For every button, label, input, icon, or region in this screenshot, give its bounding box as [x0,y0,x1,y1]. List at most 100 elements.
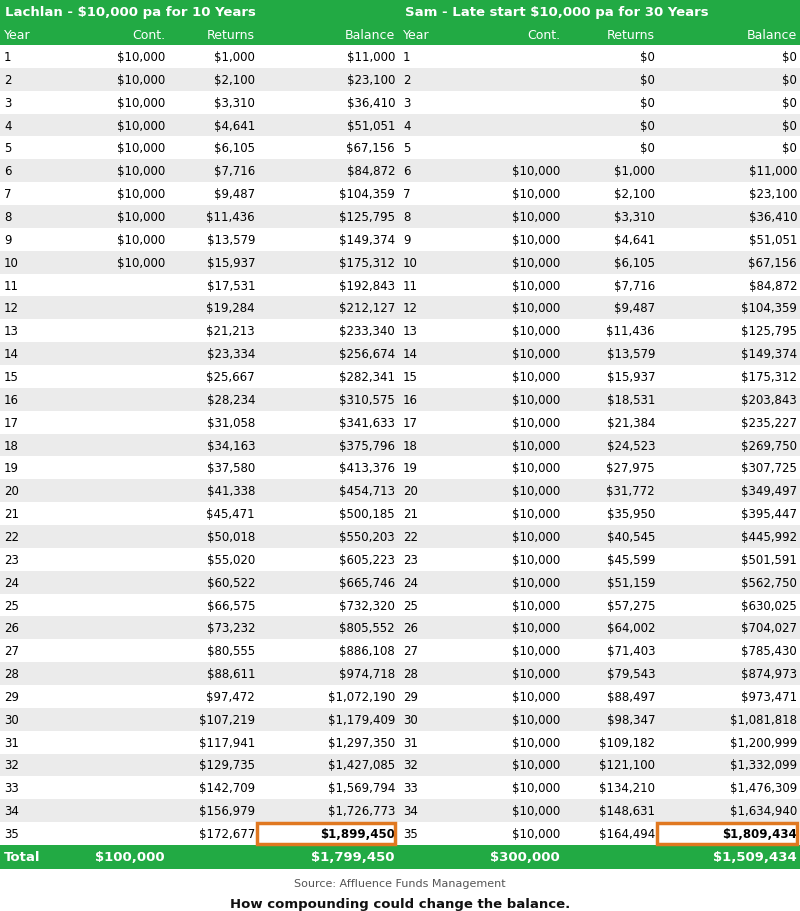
Text: $235,227: $235,227 [741,416,797,429]
Text: 12: 12 [4,302,19,315]
Text: 6: 6 [403,165,410,178]
Text: $45,599: $45,599 [606,553,655,566]
Text: $84,872: $84,872 [749,279,797,292]
Text: $10,000: $10,000 [512,621,560,635]
Text: $175,312: $175,312 [741,371,797,384]
Text: $10,000: $10,000 [512,759,560,772]
Bar [0,115,800,138]
Text: Balance: Balance [746,28,797,42]
Bar [0,320,800,343]
Text: 33: 33 [4,782,18,794]
Text: 2: 2 [4,74,11,87]
Text: Cont.: Cont. [527,28,560,42]
Text: 12: 12 [403,302,418,315]
Text: $1,000: $1,000 [614,165,655,178]
Text: $10,000: $10,000 [117,188,165,200]
Text: $98,347: $98,347 [606,713,655,726]
Text: $605,223: $605,223 [339,553,395,566]
Text: 20: 20 [403,485,418,497]
Text: $10,000: $10,000 [117,51,165,64]
Text: $1,332,099: $1,332,099 [730,759,797,772]
Text: 13: 13 [403,325,418,338]
Text: $17,531: $17,531 [206,279,255,292]
Text: $1,809,434: $1,809,434 [722,827,797,840]
Text: $57,275: $57,275 [606,599,655,612]
Text: 35: 35 [403,827,418,840]
Text: $67,156: $67,156 [748,256,797,270]
Text: $10,000: $10,000 [117,97,165,109]
Text: $1,509,434: $1,509,434 [714,851,797,864]
Bar [0,92,800,115]
Text: 10: 10 [4,256,19,270]
Text: $28,234: $28,234 [206,394,255,406]
Text: 1: 1 [403,51,410,64]
Text: $413,376: $413,376 [339,462,395,475]
Text: 22: 22 [403,530,418,543]
Text: $1,799,450: $1,799,450 [311,851,395,864]
Text: $41,338: $41,338 [206,485,255,497]
Bar [0,343,800,365]
Text: $10,000: $10,000 [512,736,560,749]
Text: $665,746: $665,746 [339,576,395,589]
Text: $10,000: $10,000 [512,599,560,612]
Text: $1,081,818: $1,081,818 [730,713,797,726]
Text: Balance: Balance [345,28,395,42]
Text: 18: 18 [4,439,19,452]
Text: $0: $0 [640,119,655,132]
Bar [0,594,800,617]
Text: 28: 28 [403,668,418,681]
Text: $23,100: $23,100 [749,188,797,200]
Text: $501,591: $501,591 [741,553,797,566]
Text: 32: 32 [4,759,19,772]
Text: 26: 26 [4,621,19,635]
Bar [0,845,800,869]
Bar [0,662,800,685]
Text: $0: $0 [782,74,797,87]
Text: $704,027: $704,027 [741,621,797,635]
Text: $300,000: $300,000 [490,851,560,864]
Text: $10,000: $10,000 [512,691,560,703]
Text: 31: 31 [4,736,19,749]
Text: $80,555: $80,555 [207,644,255,658]
Text: $149,374: $149,374 [741,348,797,361]
Text: $0: $0 [782,51,797,64]
Text: $10,000: $10,000 [512,256,560,270]
Text: 16: 16 [403,394,418,406]
Text: 32: 32 [403,759,418,772]
Text: $36,410: $36,410 [346,97,395,109]
Text: $31,058: $31,058 [206,416,255,429]
Text: $148,631: $148,631 [599,804,655,817]
Text: $0: $0 [782,119,797,132]
Text: 1: 1 [4,51,11,64]
Text: $10,000: $10,000 [512,485,560,497]
Text: $974,718: $974,718 [339,668,395,681]
Text: $11,436: $11,436 [206,210,255,224]
Bar [657,824,797,844]
Text: $10,000: $10,000 [512,782,560,794]
Text: $10,000: $10,000 [512,462,560,475]
Text: $104,359: $104,359 [339,188,395,200]
Text: $269,750: $269,750 [741,439,797,452]
Text: 21: 21 [403,507,418,520]
Text: 30: 30 [403,713,418,726]
Bar [0,617,800,640]
Text: $11,000: $11,000 [346,51,395,64]
Bar [0,548,800,571]
Text: $10,000: $10,000 [512,371,560,384]
Text: $1,476,309: $1,476,309 [730,782,797,794]
Text: $31,772: $31,772 [606,485,655,497]
Text: $88,497: $88,497 [606,691,655,703]
Text: $10,000: $10,000 [512,530,560,543]
Bar [0,251,800,274]
Text: $256,674: $256,674 [339,348,395,361]
Text: $500,185: $500,185 [339,507,395,520]
Text: $35,950: $35,950 [606,507,655,520]
Text: 25: 25 [4,599,19,612]
Text: $24,523: $24,523 [606,439,655,452]
Bar [0,297,800,320]
Text: $454,713: $454,713 [339,485,395,497]
Text: 34: 34 [403,804,418,817]
Text: 30: 30 [4,713,18,726]
Text: $21,384: $21,384 [606,416,655,429]
Text: $10,000: $10,000 [512,553,560,566]
